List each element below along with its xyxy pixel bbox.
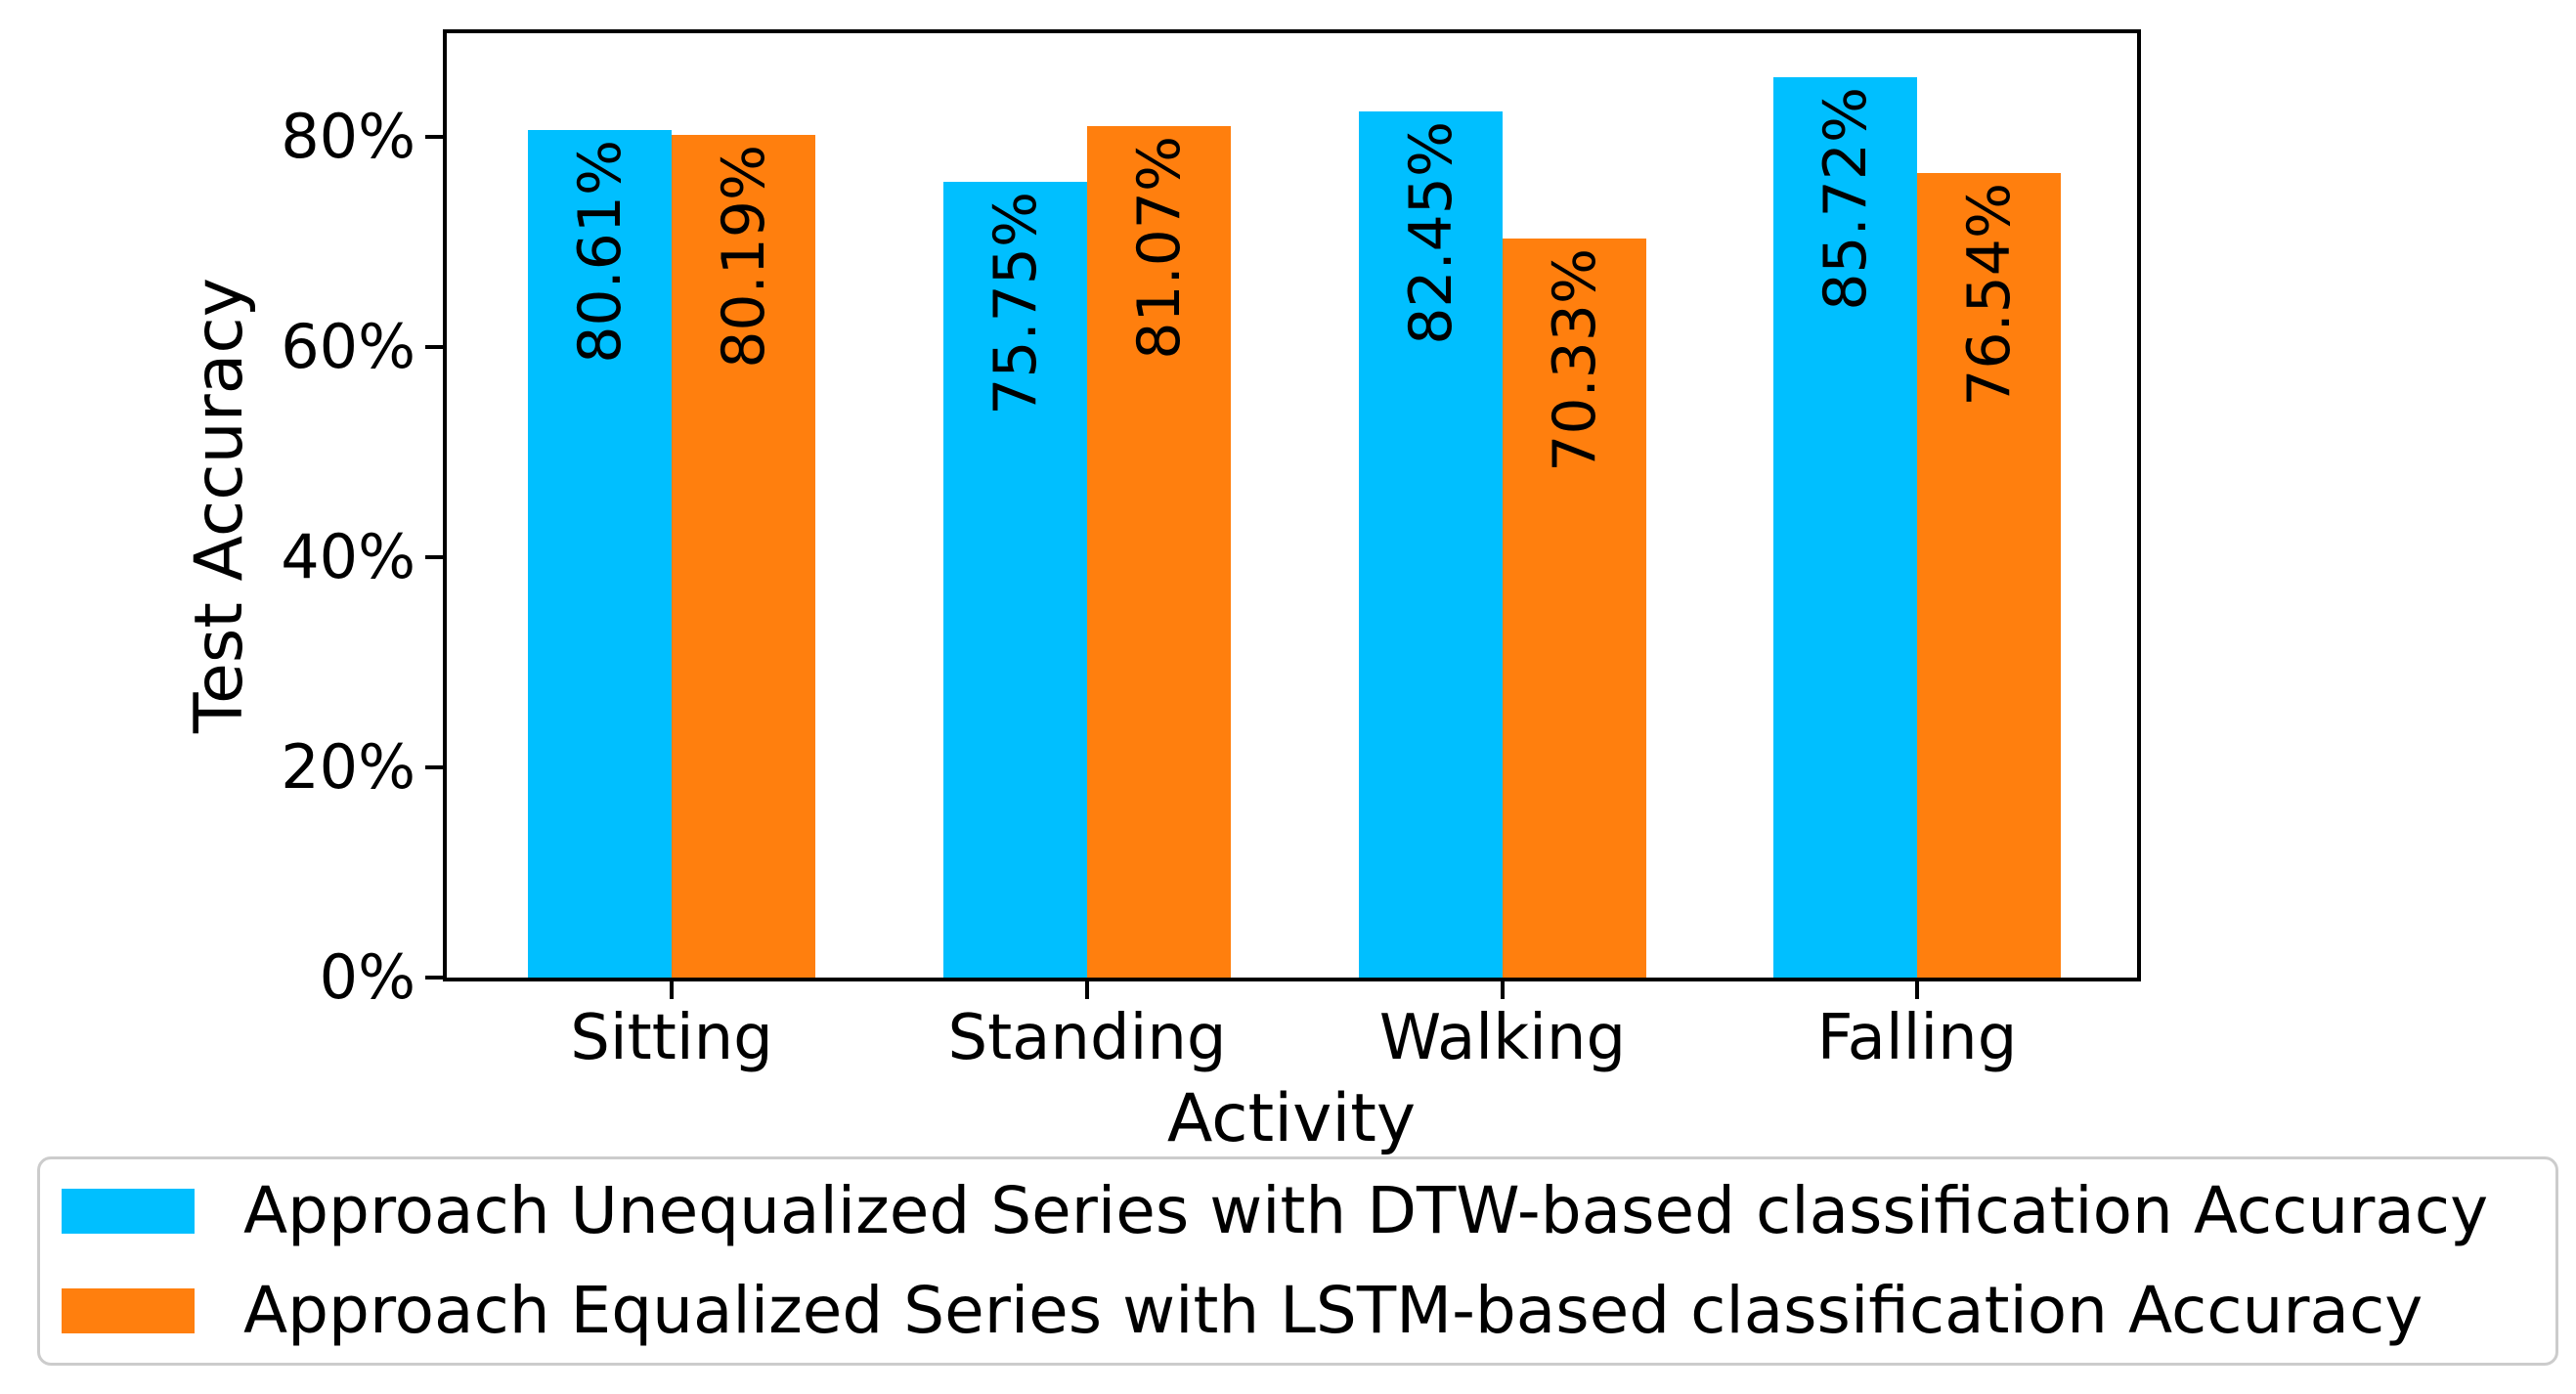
bar-standing-equalized: 81.07% (1087, 125, 1231, 978)
bar-sitting-equalized: 80.19% (672, 134, 815, 978)
x-tick-mark (1085, 980, 1089, 999)
y-tick-mark (425, 976, 445, 980)
legend-label-equalized: Approach Equalized Series with LSTM-base… (243, 1273, 2423, 1348)
bar-value-label: 80.19% (709, 144, 778, 369)
legend-row-equalized: Approach Equalized Series with LSTM-base… (62, 1268, 2555, 1354)
x-tick-mark (670, 980, 674, 999)
legend-swatch-equalized (62, 1288, 195, 1333)
y-tick-label: 60% (281, 311, 415, 382)
bar-falling-equalized: 76.54% (1917, 173, 2061, 978)
bar-value-label: 85.72% (1811, 86, 1880, 311)
bar-value-label: 75.75% (981, 191, 1050, 415)
x-tick-mark (1501, 980, 1505, 999)
y-tick-label: 40% (281, 521, 415, 592)
x-tick-label-standing: Standing (947, 1002, 1227, 1074)
x-tick-label-sitting: Sitting (570, 1002, 773, 1074)
bar-sitting-unequalized: 80.61% (528, 130, 672, 978)
legend-row-unequalized: Approach Unequalized Series with DTW-bas… (62, 1168, 2555, 1254)
y-tick-mark (425, 135, 445, 139)
plot-area: 80.61% 80.19% 75.75% 81.07% 82.45% 70.33… (443, 29, 2141, 981)
x-tick-mark (1915, 980, 1919, 999)
bar-standing-unequalized: 75.75% (943, 181, 1087, 978)
y-tick-mark (425, 555, 445, 559)
y-tick-label: 20% (281, 731, 415, 803)
y-tick-label: 0% (319, 941, 415, 1013)
x-axis-label: Activity (1166, 1080, 1417, 1157)
bar-value-label: 70.33% (1540, 247, 1609, 472)
legend-swatch-unequalized (62, 1189, 195, 1234)
x-tick-label-walking: Walking (1378, 1002, 1627, 1074)
bar-value-label: 76.54% (1954, 183, 2024, 407)
bar-falling-unequalized: 85.72% (1773, 76, 1917, 978)
bar-walking-unequalized: 82.45% (1359, 110, 1503, 978)
y-tick-mark (425, 765, 445, 769)
y-tick-label: 80% (281, 101, 415, 172)
bar-value-label: 81.07% (1124, 135, 1194, 360)
bar-value-label: 80.61% (565, 140, 634, 365)
bar-value-label: 82.45% (1396, 120, 1465, 345)
legend: Approach Unequalized Series with DTW-bas… (37, 1156, 2558, 1366)
y-tick-mark (425, 345, 445, 349)
legend-label-unequalized: Approach Unequalized Series with DTW-bas… (243, 1173, 2489, 1248)
bar-walking-equalized: 70.33% (1503, 238, 1646, 978)
x-tick-label-falling: Falling (1816, 1002, 2018, 1074)
